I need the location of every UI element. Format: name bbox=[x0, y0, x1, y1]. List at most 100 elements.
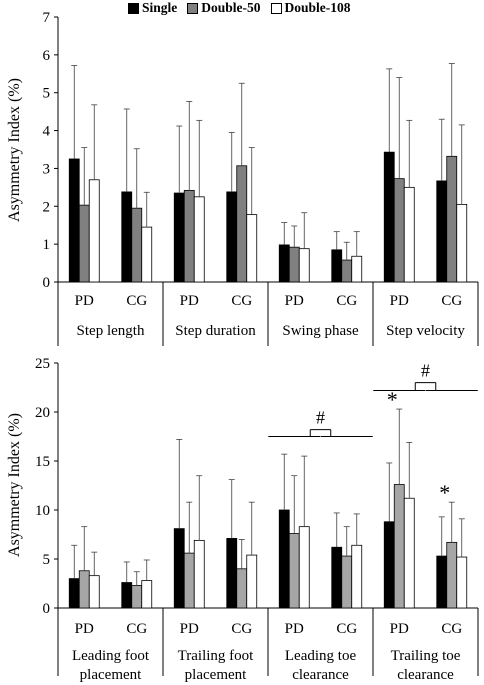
chart2-bar-double-108 bbox=[246, 554, 258, 609]
chart2-bar-double-50 bbox=[183, 552, 195, 609]
chart2-significance-hash: # bbox=[421, 361, 430, 381]
chart1-bar-double-108 bbox=[141, 226, 153, 283]
chart1-bar-double-50 bbox=[236, 165, 248, 283]
chart1-ytick-label: 0 bbox=[43, 275, 51, 291]
chart2-group-label-line2: placement bbox=[80, 667, 142, 683]
legend-swatch-single bbox=[128, 2, 139, 14]
chart2-bar-double-50 bbox=[78, 570, 90, 609]
chart1-subgroup-label-pd: PD bbox=[285, 293, 304, 309]
chart1-bar-double-108 bbox=[88, 179, 100, 283]
chart1-bar-single bbox=[68, 158, 80, 283]
chart1-group-label: Swing phase bbox=[282, 323, 359, 339]
chart2-group-label-line2: placement bbox=[185, 667, 247, 683]
legend: Single Double-50 Double-108 bbox=[128, 0, 351, 16]
chart2-group-label-line1: Trailing foot bbox=[178, 648, 255, 664]
chart2-significance-hash: # bbox=[316, 408, 325, 428]
chart2-subgroup-label-pd: PD bbox=[285, 621, 304, 637]
chart1-subgroup-label-pd: PD bbox=[390, 293, 409, 309]
chart2-bar-double-108 bbox=[351, 544, 363, 609]
chart1-group-label: Step velocity bbox=[386, 323, 465, 339]
chart2-bar-double-108 bbox=[298, 526, 310, 609]
chart1-bar-single bbox=[278, 244, 290, 283]
chart2-bar-double-108 bbox=[193, 539, 205, 609]
chart1-subgroup-label-pd: PD bbox=[75, 293, 94, 309]
legend-item-double-108: Double-108 bbox=[270, 0, 351, 16]
chart2-bar-double-108 bbox=[403, 497, 415, 609]
chart2-group-label-line1: Leading toe bbox=[285, 648, 357, 664]
chart2-subgroup-label-cg: CG bbox=[336, 621, 357, 637]
chart1-ytick-label: 5 bbox=[43, 86, 51, 102]
chart1-subgroup-label-cg: CG bbox=[336, 293, 357, 309]
chart1-bar-double-50 bbox=[78, 204, 90, 283]
chart1-bar-single bbox=[121, 191, 133, 283]
chart2-ytick-label: 10 bbox=[35, 503, 50, 519]
chart1-bar-single bbox=[173, 192, 185, 283]
chart2-ytick-label: 15 bbox=[35, 454, 50, 470]
chart1-bar-double-108 bbox=[456, 203, 468, 283]
chart2-bar-single bbox=[278, 509, 290, 609]
chart2-bar-single bbox=[383, 521, 395, 609]
chart2-ytick-label: 5 bbox=[43, 552, 51, 568]
chart1-bar-double-50 bbox=[183, 189, 195, 283]
chart1-bar-double-108 bbox=[298, 248, 310, 283]
chart2-group-label-line2: clearance bbox=[292, 667, 349, 683]
chart2-group-label-line1: Trailing toe bbox=[391, 648, 461, 664]
chart1-subgroup-label-cg: CG bbox=[126, 293, 147, 309]
chart1-subgroup-label-cg: CG bbox=[231, 293, 252, 309]
chart1-ytick-label: 4 bbox=[43, 124, 51, 140]
chart1-subgroup-label-cg: CG bbox=[441, 293, 462, 309]
chart1-bar-single bbox=[226, 191, 238, 283]
legend-label-double-108: Double-108 bbox=[284, 0, 351, 15]
chart1-bar-single bbox=[383, 151, 395, 283]
legend-item-single: Single bbox=[128, 0, 177, 16]
legend-label-single: Single bbox=[142, 0, 178, 15]
chart1-ytick-label: 2 bbox=[43, 199, 51, 215]
chart1-bar-double-50 bbox=[288, 246, 300, 283]
chart2-subgroup-label-cg: CG bbox=[126, 621, 147, 637]
chart2-bar-double-50 bbox=[288, 533, 300, 609]
chart1-bar-double-50 bbox=[131, 207, 143, 283]
chart1-ytick-label: 7 bbox=[43, 10, 51, 26]
chart1-group-label: Step length bbox=[77, 323, 145, 339]
chart2-subgroup-label-pd: PD bbox=[75, 621, 94, 637]
chart2-bar-single bbox=[436, 555, 448, 609]
chart1-ytick-label: 3 bbox=[43, 161, 51, 177]
chart2-bar-double-50 bbox=[236, 568, 248, 609]
legend-swatch-double-50 bbox=[187, 2, 199, 14]
chart1-group-label: Step duration bbox=[175, 323, 256, 339]
chart1-bar-double-108 bbox=[193, 196, 205, 283]
chart2-significance-star: * bbox=[439, 480, 450, 505]
chart2-bar-single bbox=[226, 538, 238, 609]
chart1-ytick-label: 1 bbox=[43, 237, 51, 253]
legend-swatch-double-108 bbox=[270, 2, 282, 14]
chart2-group-label-line2: clearance bbox=[397, 667, 454, 683]
chart2-bar-single bbox=[331, 546, 343, 609]
chart2-y-axis-label: Asymmetry Index (%) bbox=[6, 413, 23, 557]
chart2-bar-double-50 bbox=[393, 484, 405, 609]
chart2-bar-single bbox=[173, 528, 185, 609]
chart1-bar-double-50 bbox=[393, 178, 405, 283]
chart1-bar-double-50 bbox=[341, 259, 353, 283]
chart1-bar-single bbox=[436, 180, 448, 283]
chart2-bar-double-108 bbox=[456, 556, 468, 609]
chart1-bar-double-108 bbox=[403, 186, 415, 283]
chart1-bar-double-50 bbox=[446, 155, 458, 283]
chart2-bar-double-108 bbox=[141, 580, 153, 609]
chart2-bar-double-50 bbox=[131, 585, 143, 609]
chart2-ytick-label: 20 bbox=[35, 405, 50, 421]
chart1-bar-single bbox=[331, 249, 343, 283]
chart2-ytick-label: 0 bbox=[43, 601, 51, 617]
chart2-subgroup-label-pd: PD bbox=[180, 621, 199, 637]
chart1-bar-double-108 bbox=[246, 214, 258, 283]
chart2-subgroup-label-pd: PD bbox=[390, 621, 409, 637]
legend-item-double-50: Double-50 bbox=[187, 0, 261, 16]
chart2-bar-double-108 bbox=[88, 575, 100, 609]
chart1-subgroup-label-pd: PD bbox=[180, 293, 199, 309]
chart2-significance-star: * bbox=[387, 387, 398, 412]
chart1-y-axis-label: Asymmetry Index (%) bbox=[6, 78, 23, 222]
chart2-bar-double-50 bbox=[446, 541, 458, 609]
chart2-group-label-line1: Leading foot bbox=[72, 648, 150, 664]
legend-label-double-50: Double-50 bbox=[201, 0, 261, 15]
chart2-bar-single bbox=[121, 582, 133, 609]
chart2-subgroup-label-cg: CG bbox=[231, 621, 252, 637]
